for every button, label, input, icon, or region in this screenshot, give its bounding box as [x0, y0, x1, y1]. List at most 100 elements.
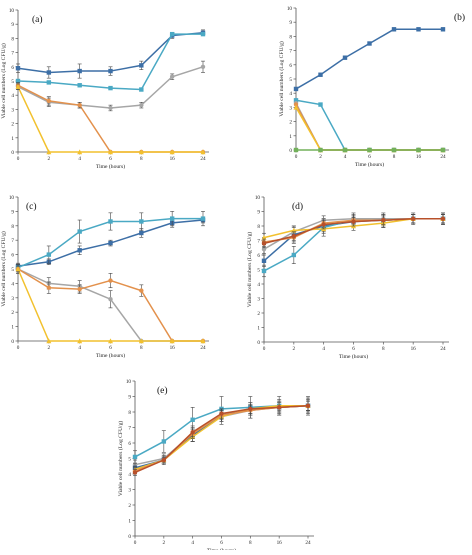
y-tick-label: 7 — [128, 426, 131, 432]
y-tick-label: 9 — [11, 22, 14, 28]
y-tick-label: 6 — [289, 63, 292, 69]
data-point — [108, 240, 113, 246]
data-point — [200, 31, 206, 37]
x-tick-label: 24 — [440, 154, 446, 160]
y-tick-label: 6 — [11, 65, 14, 71]
series — [15, 265, 206, 344]
data-point — [293, 147, 299, 153]
data-point — [293, 102, 299, 107]
data-point — [261, 241, 267, 246]
panel-label: (a) — [32, 14, 43, 25]
y-tick-label: 2 — [257, 311, 260, 317]
data-point — [161, 457, 167, 463]
y-tick-label: 4 — [128, 472, 131, 478]
y-tick-label: 0 — [289, 148, 292, 154]
x-tick-label: 16 — [411, 346, 417, 352]
y-tick-label: 1 — [128, 519, 131, 525]
x-tick-label: 24 — [440, 346, 446, 352]
data-point — [139, 102, 144, 108]
data-point — [416, 147, 421, 153]
x-tick-label: 0 — [17, 345, 20, 351]
data-point — [77, 149, 83, 155]
data-point — [367, 41, 372, 46]
data-point — [108, 278, 113, 283]
x-tick-label: 0 — [17, 156, 20, 162]
data-point — [318, 147, 323, 153]
y-tick-label: 7 — [257, 239, 260, 245]
x-tick-label: 24 — [200, 345, 206, 351]
y-tick-label: 2 — [128, 503, 131, 509]
data-point — [261, 247, 267, 252]
y-tick-label: 7 — [289, 49, 292, 55]
x-tick-label: 4 — [78, 156, 81, 162]
y-tick-label: 1 — [11, 136, 14, 142]
y-tick-label: 2 — [11, 310, 14, 316]
data-point — [440, 147, 446, 153]
data-point — [77, 68, 82, 74]
y-tick-label: 1 — [11, 325, 14, 331]
x-axis-title: Time (hours) — [96, 163, 125, 170]
data-point — [293, 104, 299, 110]
y-tick-label: 8 — [11, 36, 14, 42]
data-point — [410, 216, 416, 221]
data-point — [108, 297, 113, 302]
y-tick-label: 10 — [287, 6, 293, 12]
x-tick-label: 0 — [295, 154, 298, 160]
data-point — [108, 149, 113, 155]
y-tick-label: 9 — [289, 20, 292, 26]
data-point — [15, 266, 21, 272]
data-point — [200, 216, 206, 221]
data-point — [291, 233, 297, 239]
data-point — [108, 68, 113, 74]
series — [132, 400, 311, 476]
y-tick-label: 5 — [11, 267, 14, 273]
y-tick-label: 2 — [289, 120, 292, 126]
y-axis-title: Viable cell numbers (Log CFU/g) — [117, 421, 124, 497]
y-tick-label: 7 — [11, 238, 14, 244]
data-point — [77, 229, 82, 234]
data-point — [291, 227, 297, 233]
data-point — [261, 235, 267, 240]
x-tick-label: 8 — [393, 154, 396, 160]
data-point — [190, 429, 195, 435]
y-tick-label: 3 — [257, 297, 260, 303]
y-tick-label: 5 — [11, 79, 14, 85]
data-point — [108, 85, 113, 91]
x-tick-label: 4 — [344, 154, 347, 160]
x-tick-label: 8 — [382, 346, 385, 352]
y-tick-label: 0 — [11, 339, 14, 345]
y-tick-label: 0 — [128, 534, 131, 540]
y-tick-label: 10 — [9, 195, 15, 201]
data-point — [139, 87, 144, 92]
y-tick-label: 2 — [11, 122, 14, 128]
y-tick-label: 8 — [289, 34, 292, 40]
data-point — [293, 98, 299, 103]
y-tick-label: 9 — [11, 209, 14, 215]
x-tick-label: 8 — [249, 540, 252, 546]
x-tick-label: 4 — [191, 540, 194, 546]
y-tick-label: 9 — [257, 210, 260, 216]
y-tick-label: 6 — [11, 253, 14, 259]
y-tick-label: 8 — [128, 410, 131, 416]
y-tick-label: 0 — [257, 340, 260, 346]
x-tick-label: 16 — [170, 345, 176, 351]
data-point — [318, 72, 323, 77]
data-point — [305, 403, 311, 408]
data-point — [440, 216, 446, 221]
data-point — [200, 338, 206, 344]
y-tick-label: 3 — [11, 107, 14, 113]
data-point — [46, 70, 52, 75]
x-tick-label: 16 — [170, 156, 176, 162]
data-point — [15, 66, 21, 71]
x-tick-label: 6 — [220, 540, 223, 546]
x-tick-label: 6 — [109, 156, 112, 162]
panel-label: (d) — [292, 201, 303, 212]
y-tick-label: 4 — [11, 281, 14, 287]
data-point — [46, 80, 52, 85]
data-point — [108, 338, 113, 344]
data-point — [391, 147, 397, 153]
data-point — [15, 78, 21, 84]
